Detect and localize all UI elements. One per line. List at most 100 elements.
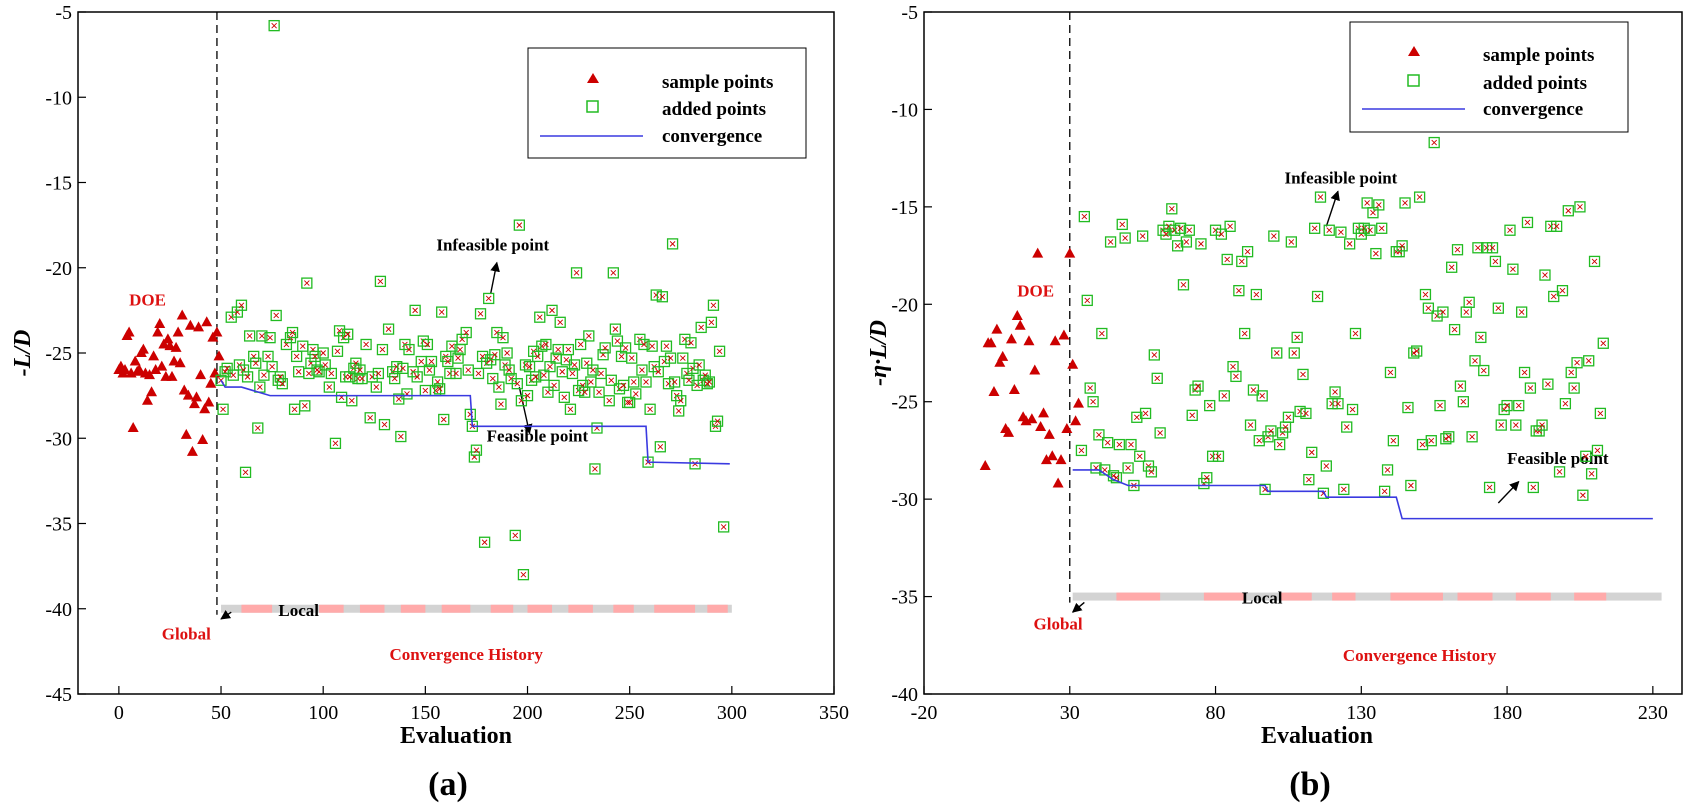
sample-point bbox=[1008, 384, 1020, 395]
added-point-box bbox=[1294, 405, 1306, 418]
added-point bbox=[1096, 327, 1108, 340]
added-point bbox=[1405, 479, 1417, 492]
added-point-box bbox=[1495, 419, 1507, 431]
sample-point bbox=[1011, 309, 1023, 320]
added-point-cross bbox=[1425, 305, 1432, 312]
panel-b-label: (b) bbox=[1289, 766, 1331, 803]
added-point bbox=[346, 395, 358, 407]
added-point-box bbox=[640, 376, 652, 388]
added-point-cross bbox=[612, 326, 619, 332]
added-point-box bbox=[1233, 284, 1245, 297]
added-point bbox=[1259, 483, 1271, 496]
y-tick-label: -20 bbox=[45, 258, 72, 280]
added-point-cross bbox=[477, 310, 484, 317]
added-point-cross bbox=[585, 333, 592, 339]
added-point bbox=[1169, 224, 1181, 236]
sample-point bbox=[178, 384, 190, 395]
added-point-box bbox=[1276, 427, 1289, 439]
added-point bbox=[1428, 136, 1440, 149]
added-point-box bbox=[1131, 411, 1143, 423]
sample-point bbox=[146, 386, 158, 397]
added-point-box bbox=[276, 378, 288, 390]
added-point-box bbox=[250, 357, 262, 369]
added-point bbox=[1597, 337, 1609, 349]
global-label: Global bbox=[1034, 615, 1083, 634]
added-point bbox=[1075, 444, 1088, 457]
y-tick-label: -15 bbox=[891, 197, 918, 219]
added-point bbox=[1349, 327, 1362, 340]
added-point bbox=[1574, 201, 1586, 213]
added-point-box bbox=[478, 536, 491, 548]
added-point-box bbox=[1265, 425, 1277, 437]
added-point-box bbox=[1393, 246, 1405, 258]
added-point bbox=[1376, 222, 1388, 234]
added-point bbox=[1236, 255, 1248, 268]
added-point-box bbox=[286, 326, 299, 339]
added-point-cross bbox=[342, 374, 349, 380]
added-point-cross bbox=[630, 379, 637, 385]
added-point bbox=[542, 386, 554, 398]
added-point bbox=[558, 391, 570, 403]
added-point-box bbox=[1154, 427, 1166, 439]
panel-a-sample-points bbox=[113, 309, 225, 456]
added-point bbox=[1125, 438, 1137, 451]
added-point-box bbox=[693, 359, 705, 371]
added-point-cross bbox=[1122, 235, 1128, 241]
convergence-history-label: Convergence History bbox=[1343, 646, 1497, 665]
added-point bbox=[693, 359, 705, 371]
added-point-cross bbox=[1553, 223, 1560, 230]
added-point-cross bbox=[1241, 330, 1248, 337]
added-point-box bbox=[446, 340, 458, 352]
added-point-box bbox=[1548, 290, 1560, 303]
added-point bbox=[1224, 220, 1236, 232]
added-point-box bbox=[1332, 398, 1344, 410]
added-point bbox=[288, 403, 301, 415]
added-point-box bbox=[558, 391, 570, 403]
added-point-box bbox=[1163, 220, 1175, 232]
added-point-cross bbox=[1177, 225, 1184, 232]
added-point-box bbox=[513, 219, 525, 231]
added-point bbox=[640, 376, 652, 388]
added-point-box bbox=[1399, 197, 1411, 209]
added-point bbox=[1311, 290, 1324, 303]
sample-point bbox=[197, 433, 209, 444]
added-point bbox=[487, 372, 499, 385]
added-point-cross bbox=[1236, 287, 1242, 294]
added-point bbox=[1402, 401, 1414, 414]
added-point-box bbox=[1425, 435, 1437, 447]
added-point-box bbox=[1314, 191, 1327, 203]
added-point-box bbox=[517, 569, 530, 581]
added-point-box bbox=[1378, 485, 1391, 497]
added-point bbox=[444, 367, 456, 380]
x-tick-label: 80 bbox=[1206, 702, 1226, 724]
legend-added-marker bbox=[586, 100, 599, 113]
added-point-cross bbox=[602, 345, 608, 351]
local-bar-segment bbox=[1203, 592, 1245, 601]
added-point-cross bbox=[1486, 484, 1493, 491]
added-point bbox=[239, 466, 252, 479]
added-point bbox=[474, 308, 487, 320]
added-point-box bbox=[237, 364, 250, 376]
added-point-box bbox=[1244, 419, 1257, 431]
added-point bbox=[256, 330, 268, 342]
added-point-box bbox=[603, 395, 615, 407]
sample-point bbox=[141, 394, 153, 405]
added-point bbox=[585, 376, 597, 388]
added-point bbox=[1323, 224, 1335, 236]
added-point-cross bbox=[577, 341, 584, 348]
added-point-box bbox=[607, 267, 619, 279]
sample-point bbox=[172, 326, 184, 337]
added-point bbox=[1204, 399, 1216, 412]
added-point bbox=[389, 372, 401, 385]
added-point-box bbox=[1478, 364, 1490, 377]
added-point bbox=[1454, 380, 1467, 392]
added-point bbox=[1542, 378, 1554, 390]
added-point-box bbox=[1297, 368, 1309, 381]
added-point-cross bbox=[1521, 369, 1528, 376]
sample-point bbox=[1061, 422, 1073, 433]
sample-point bbox=[180, 428, 192, 439]
added-point-box bbox=[701, 378, 713, 390]
added-point-cross bbox=[449, 343, 455, 349]
local-bar-track bbox=[221, 604, 732, 613]
added-point bbox=[266, 360, 278, 373]
